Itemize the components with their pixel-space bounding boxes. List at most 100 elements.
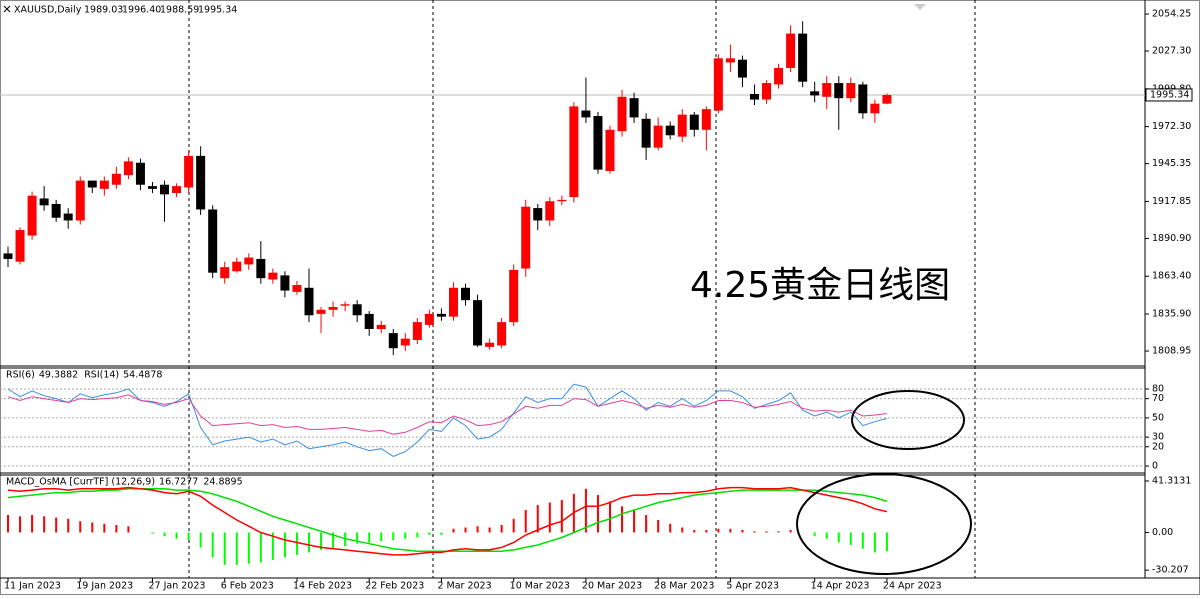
candle-body — [15, 230, 25, 262]
candle-body — [629, 98, 639, 118]
symbol-title: XAUUSD,Daily — [14, 5, 82, 16]
x-tick-label: 22 Feb 2023 — [365, 581, 424, 592]
candle-body — [244, 257, 254, 265]
candle-body — [485, 342, 495, 347]
y-tick-label: 50 — [1152, 412, 1164, 423]
highlight-circle — [796, 473, 972, 575]
candle-body — [882, 94, 892, 104]
candle-body — [424, 313, 434, 325]
candle-body — [51, 203, 61, 218]
indicator-title: MACD_OsMA [CurrTF] (12,26,9) — [6, 477, 155, 488]
candle-body — [27, 195, 37, 236]
legend-name: RSI(14) — [84, 370, 119, 381]
candle-body — [557, 199, 567, 202]
x-tick-label: 14 Feb 2023 — [293, 581, 352, 592]
candle-body — [340, 304, 350, 306]
candle-body — [581, 110, 591, 118]
x-tick-label: 28 Mar 2023 — [654, 581, 714, 592]
candle-body — [497, 322, 507, 346]
candle-body — [352, 304, 362, 316]
x-tick-label: 5 Apr 2023 — [726, 581, 779, 592]
candle-body — [617, 96, 627, 132]
macd-line — [7, 486, 888, 556]
marks — [0, 21, 1145, 565]
candle-body — [147, 186, 157, 189]
candle-body — [834, 83, 844, 99]
candle-body — [593, 116, 603, 170]
candle-body — [521, 206, 531, 269]
candle-body — [304, 287, 314, 316]
header-icon — [3, 5, 11, 13]
candle-body — [605, 129, 615, 171]
candle-body — [184, 155, 194, 188]
candle-body — [810, 91, 820, 96]
price-label: 1995.34 — [1150, 89, 1189, 100]
candle-body — [99, 180, 109, 189]
x-tick-label: 14 Apr 2023 — [811, 581, 870, 592]
candle-body — [653, 125, 663, 148]
candle-body — [509, 269, 519, 323]
candle-body — [172, 186, 182, 193]
y-tick-label: 0 — [1152, 461, 1158, 472]
candle-body — [111, 173, 121, 185]
candle-body — [533, 208, 543, 221]
candle-body — [412, 322, 422, 340]
x-tick-label: 27 Jan 2023 — [148, 581, 205, 592]
shift-marker — [914, 4, 926, 10]
y-tick-label: 2054.25 — [1152, 9, 1191, 20]
candle-body — [376, 324, 386, 330]
x-tick-label: 19 Jan 2023 — [76, 581, 133, 592]
candle-body — [749, 94, 759, 100]
ohlc-value: 1995.34 — [198, 5, 237, 16]
rsi-line — [7, 394, 887, 435]
y-tick-label: 1863.40 — [1152, 271, 1191, 282]
y-tick-label: 70 — [1152, 393, 1164, 404]
y-tick-label: 80 — [1152, 383, 1164, 394]
candle-body — [87, 180, 97, 188]
x-tick-label: 11 Jan 2023 — [4, 581, 61, 592]
candle-body — [3, 253, 13, 259]
candle-body — [400, 338, 410, 346]
legend-value: 16.7277 — [159, 477, 198, 488]
candle-body — [268, 272, 278, 280]
y-tick-label: 30 — [1152, 432, 1164, 443]
candle-body — [774, 67, 784, 85]
candle-body — [436, 313, 446, 317]
candle-body — [232, 261, 242, 272]
y-tick-label: 20 — [1152, 441, 1164, 452]
y-tick-label: 1808.95 — [1152, 346, 1191, 357]
candle-body — [545, 201, 555, 221]
candle-body — [135, 162, 145, 185]
y-tick-label: 2027.30 — [1152, 46, 1191, 57]
candle-body — [208, 209, 218, 273]
candle-body — [364, 313, 374, 330]
candle-body — [665, 125, 675, 136]
y-tick-label: 1835.90 — [1152, 309, 1191, 320]
candle-body — [798, 33, 808, 82]
legend-name: RSI(6) — [6, 370, 35, 381]
candle-body — [786, 33, 796, 68]
ohlc-value: 1996.40 — [122, 5, 161, 16]
legend-value: 54.4878 — [123, 370, 162, 381]
x-tick-label: 20 Mar 2023 — [582, 581, 642, 592]
candle-body — [256, 258, 266, 279]
candle-body — [280, 275, 290, 291]
candle-body — [641, 118, 651, 148]
candle-body — [292, 285, 302, 292]
x-tick-label: 6 Feb 2023 — [221, 581, 274, 592]
candle-body — [677, 114, 687, 137]
candle-body — [63, 213, 73, 221]
candle-body — [461, 287, 471, 301]
candle-body — [316, 309, 326, 314]
candle-body — [701, 109, 711, 130]
legend-value: 49.3882 — [39, 370, 78, 381]
candle-body — [196, 155, 206, 210]
candle-body — [39, 198, 49, 206]
header: XAUUSD,Daily — [3, 5, 82, 16]
candle-body — [448, 287, 458, 317]
candle-body — [725, 58, 735, 63]
legend-value: 24.8895 — [203, 477, 242, 488]
ohlc-value: 1988.59 — [160, 5, 199, 16]
ohlc-value: 1989.03 — [84, 5, 123, 16]
